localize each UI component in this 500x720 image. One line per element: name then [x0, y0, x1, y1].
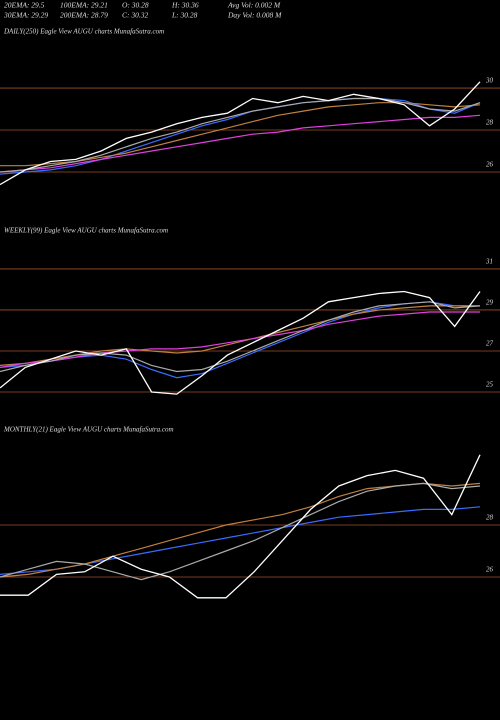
- header-stat: Day Vol: 0.008 M: [227, 11, 282, 20]
- price-line: [0, 311, 480, 368]
- y-tick-label: 30: [485, 77, 494, 85]
- price-line: [0, 506, 481, 575]
- price-line: [0, 114, 481, 173]
- panel-title: DAILY(250) Eagle View AUGU charts Munafa…: [3, 28, 164, 36]
- y-tick-label: 28: [486, 119, 494, 127]
- header-stat: L: 30.28: [171, 11, 198, 20]
- price-line: [0, 81, 481, 186]
- y-tick-label: 26: [486, 566, 494, 574]
- price-line: [0, 102, 481, 167]
- price-line: [0, 301, 481, 373]
- y-tick-label: 26: [486, 161, 494, 169]
- price-line: [0, 97, 481, 175]
- price-line: [0, 482, 481, 581]
- header-stat: H: 30.36: [171, 1, 199, 10]
- y-tick-label: 31: [485, 258, 493, 266]
- header-stat: 200EMA: 28.79: [60, 11, 108, 20]
- price-line: [0, 97, 481, 173]
- y-tick-label: 25: [486, 381, 494, 389]
- panel-title: MONTHLY(21) Eagle View AUGU charts Munaf…: [3, 426, 174, 434]
- panel-title: WEEKLY(99) Eagle View AUGU charts Munafa…: [4, 227, 168, 235]
- price-line: [0, 454, 481, 599]
- y-tick-label: 28: [486, 514, 494, 522]
- header-stat: 30EMA: 29.29: [3, 11, 48, 20]
- header-stat: 20EMA: 29.5: [4, 1, 45, 10]
- header-stat: Avg Vol: 0.002 M: [227, 1, 281, 10]
- y-tick-label: 29: [486, 299, 494, 307]
- header-stat: C: 30.32: [122, 11, 149, 20]
- header-stat: O: 30.28: [122, 1, 149, 10]
- y-tick-label: 27: [486, 340, 494, 348]
- header-stat: 100EMA: 29.21: [60, 1, 108, 10]
- price-line: [0, 290, 481, 395]
